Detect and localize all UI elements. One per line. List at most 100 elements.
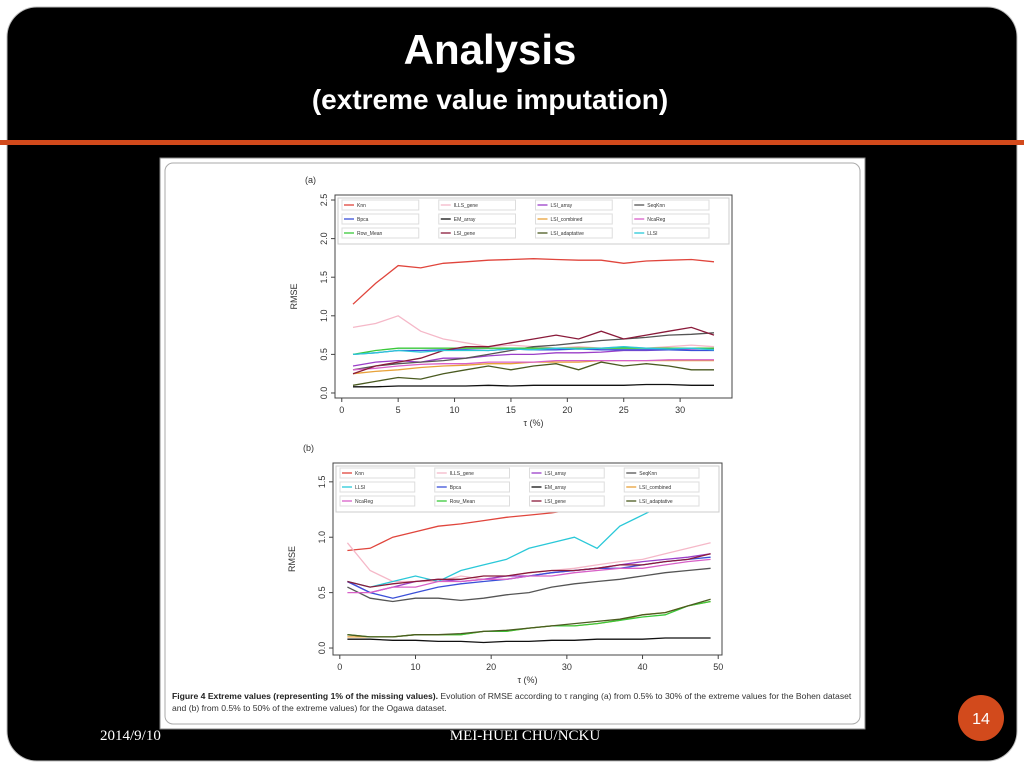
x-tick-label: 30: [562, 662, 572, 672]
figure-caption: Figure 4 Extreme values (representing 1%…: [172, 690, 856, 714]
legend-label: EM_array: [454, 217, 476, 223]
legend-entry: [623, 495, 700, 507]
y-tick-label: 0.0: [317, 642, 327, 655]
series-line: [352, 359, 714, 371]
x-tick-label: 5: [396, 405, 401, 415]
legend-label: LSI_gene: [454, 231, 476, 237]
legend-label: LSI_array: [545, 471, 567, 477]
legend-label: LSI_gene: [545, 499, 567, 505]
legend-entry: [438, 199, 516, 211]
series-line: [352, 258, 715, 305]
legend-label: Row_Mean: [450, 499, 476, 505]
series-line: [352, 332, 715, 371]
page-badge: [958, 695, 1004, 741]
series-line: [347, 637, 711, 644]
legend-entry: [434, 481, 510, 493]
series-line: [347, 558, 711, 594]
series-line: [352, 361, 714, 386]
y-tick-label: 2.0: [319, 232, 329, 245]
series-line: [347, 553, 711, 588]
series-line: [353, 383, 714, 388]
legend-entry: [623, 467, 700, 479]
slide-date: 2014/9/10: [100, 728, 161, 744]
page-number: 14: [972, 711, 990, 728]
panel-label: (b): [303, 443, 314, 453]
caption-text: Evolution of RMSE according to τ ranging…: [172, 691, 852, 713]
legend-entry: [529, 467, 605, 479]
legend-entry: [529, 495, 605, 507]
legend-entry: [339, 495, 416, 507]
series-line: [347, 598, 711, 638]
legend-entry: [535, 213, 613, 225]
legend-label: ILLS_gene: [454, 203, 478, 209]
x-tick-label: 30: [675, 405, 685, 415]
legend-label: Bpca: [450, 485, 462, 491]
legend-entry: [529, 481, 605, 493]
x-tick-label: 50: [713, 662, 723, 672]
legend-label: SeqKnn: [647, 203, 665, 209]
legend-label: NcaReg: [647, 217, 665, 223]
legend-entry: [438, 227, 516, 239]
x-axis-label: τ (%): [517, 675, 537, 685]
y-axis-label: RMSE: [287, 546, 297, 572]
legend-entry: [535, 227, 613, 239]
legend-entry: [341, 213, 420, 225]
legend-entry: [341, 199, 420, 211]
figure-inner-frame: [164, 162, 861, 725]
legend-label: LLSI: [647, 231, 657, 237]
legend-label: Bpca: [357, 217, 369, 223]
y-tick-label: 1.5: [317, 476, 327, 489]
legend-entry: [631, 199, 710, 211]
x-axis-label: τ (%): [523, 418, 543, 428]
legend-label: Row_Mean: [357, 231, 383, 237]
legend-label: LSI_combined: [551, 217, 583, 223]
legend-label: EM_array: [545, 485, 567, 491]
legend-label: LSI_adaptative: [639, 499, 673, 505]
y-tick-label: 1.5: [319, 271, 329, 284]
y-tick-label: 0.5: [317, 586, 327, 599]
legend-entry: [434, 467, 510, 479]
slide-title: Analysis: [404, 26, 577, 73]
legend-label: NcaReg: [355, 499, 373, 505]
y-tick-label: 0.0: [319, 387, 329, 400]
x-tick-label: 25: [619, 405, 629, 415]
legend-label: LSI_combined: [639, 485, 671, 491]
series-line: [352, 326, 715, 375]
x-tick-label: 0: [339, 405, 344, 415]
legend-entry: [631, 213, 710, 225]
legend-entry: [434, 495, 510, 507]
panel-label: (a): [305, 175, 316, 185]
series-line: [347, 567, 711, 603]
x-tick-label: 20: [562, 405, 572, 415]
legend-label: SeqKnn: [639, 471, 657, 477]
legend-entry: [339, 467, 416, 479]
header-rule: [0, 140, 1024, 145]
legend-entry: [623, 481, 700, 493]
legend-entry: [438, 213, 516, 225]
y-tick-label: 1.0: [317, 531, 327, 544]
legend-label: Knn: [355, 471, 364, 477]
y-axis-label: RMSE: [289, 283, 299, 309]
legend-entry: [339, 481, 416, 493]
x-tick-label: 10: [410, 662, 420, 672]
x-tick-label: 10: [450, 405, 460, 415]
legend-entry: [631, 227, 710, 239]
legend-label: LSI_array: [551, 203, 573, 209]
x-tick-label: 20: [486, 662, 496, 672]
y-tick-label: 0.5: [319, 348, 329, 361]
x-tick-label: 40: [638, 662, 648, 672]
legend-label: LSI_adaptative: [551, 231, 585, 237]
charts: (a) 0.0 0.5 1.0 1.5 2.0 2.5 0 5 10 15 20 25 30 RMSE τ (…: [287, 175, 733, 685]
y-tick-label: 2.5: [319, 194, 329, 207]
slide-subtitle: (extreme value imputation): [312, 84, 668, 115]
legend-label: ILLS_gene: [450, 471, 474, 477]
slide-author: MEI-HUEI CHU/NCKU: [450, 728, 601, 744]
legend-entry: [535, 199, 613, 211]
caption-bold: Figure 4 Extreme values (representing 1%…: [172, 691, 439, 701]
legend-entry: [341, 227, 420, 239]
x-tick-label: 0: [337, 662, 342, 672]
series-line: [352, 346, 715, 356]
legend-label: LLSI: [355, 485, 365, 491]
x-tick-label: 15: [506, 405, 516, 415]
